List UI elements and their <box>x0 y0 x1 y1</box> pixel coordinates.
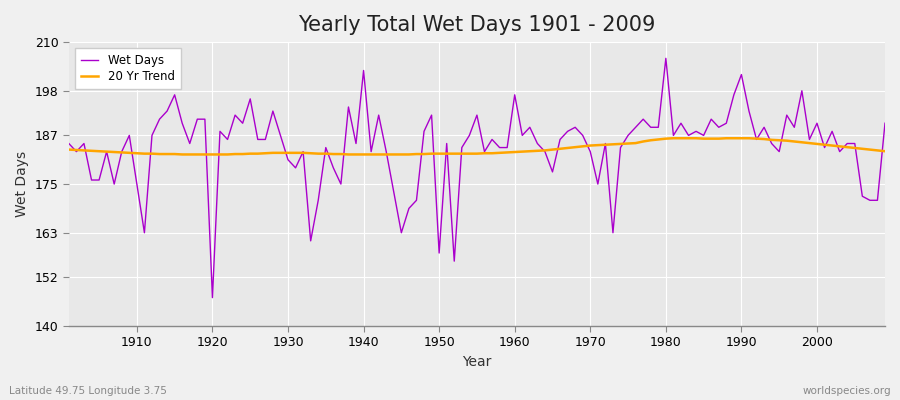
20 Yr Trend <box>517 149 527 154</box>
X-axis label: Year: Year <box>463 355 491 369</box>
Wet Days <box>124 133 135 138</box>
20 Yr Trend <box>298 150 309 155</box>
20 Yr Trend <box>124 150 135 155</box>
Text: worldspecies.org: worldspecies.org <box>803 386 891 396</box>
Wet Days <box>63 141 74 146</box>
20 Yr Trend <box>343 152 354 157</box>
Title: Yearly Total Wet Days 1901 - 2009: Yearly Total Wet Days 1901 - 2009 <box>298 15 655 35</box>
Y-axis label: Wet Days: Wet Days <box>15 151 29 217</box>
Wet Days <box>608 230 618 235</box>
Wet Days <box>879 121 890 126</box>
Wet Days <box>661 56 671 61</box>
20 Yr Trend <box>176 152 187 157</box>
20 Yr Trend <box>668 136 679 141</box>
Line: Wet Days: Wet Days <box>68 58 885 298</box>
20 Yr Trend <box>509 150 520 154</box>
Wet Days <box>207 295 218 300</box>
Wet Days <box>298 149 309 154</box>
Legend: Wet Days, 20 Yr Trend: Wet Days, 20 Yr Trend <box>75 48 181 89</box>
Line: 20 Yr Trend: 20 Yr Trend <box>68 138 885 154</box>
Text: Latitude 49.75 Longitude 3.75: Latitude 49.75 Longitude 3.75 <box>9 386 166 396</box>
20 Yr Trend <box>879 149 890 154</box>
Wet Days <box>343 105 354 110</box>
20 Yr Trend <box>63 147 74 152</box>
Wet Days <box>509 92 520 97</box>
20 Yr Trend <box>608 142 618 147</box>
Wet Days <box>517 133 527 138</box>
